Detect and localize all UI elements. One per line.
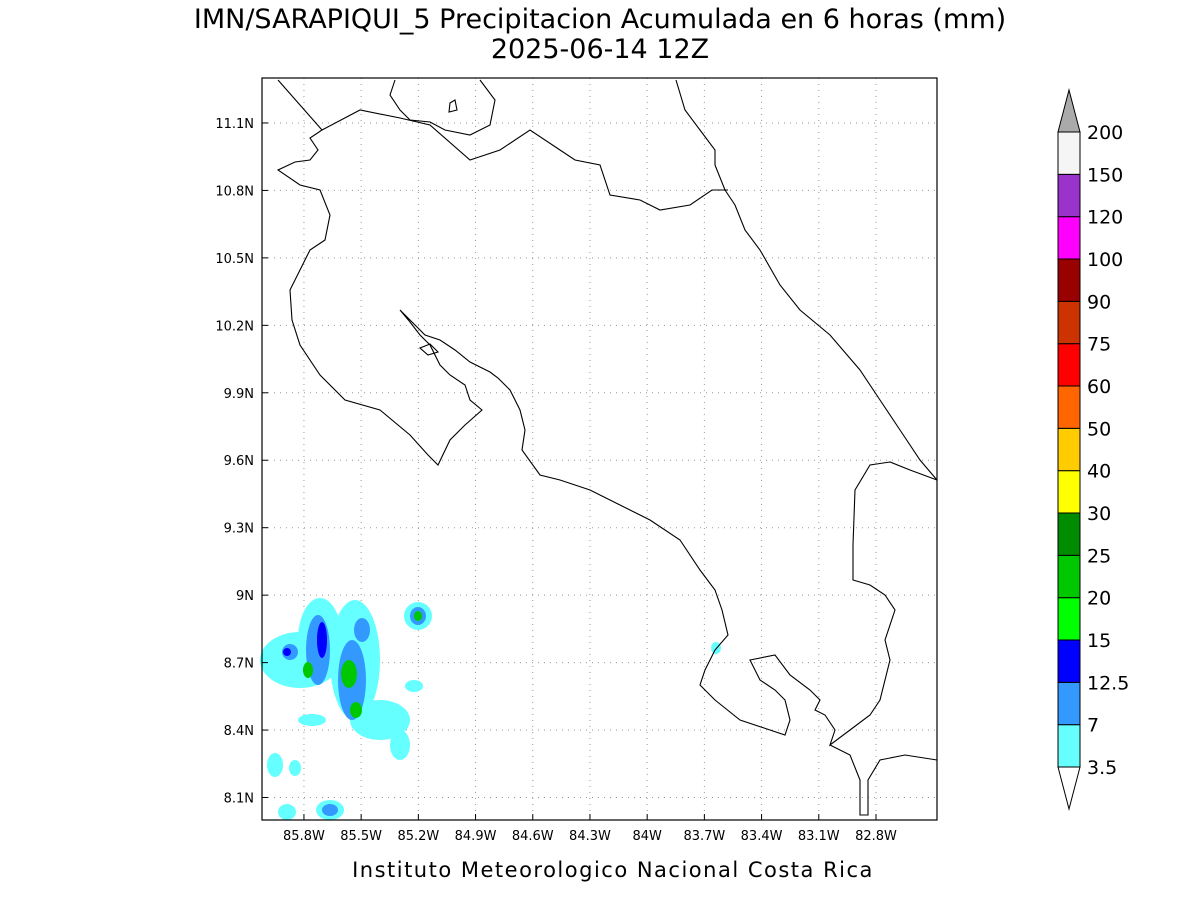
precipitation [260,598,721,820]
colorbar-segment [1057,300,1081,345]
colorbar-label: 100 [1087,249,1123,271]
y-tick-label: 10.2N [215,319,254,334]
colorbar-segment [1057,597,1081,641]
y-tick-label: 9.9N [224,387,254,402]
colorbar-segment [1057,512,1081,556]
colorbar-label: 150 [1087,164,1123,186]
x-tick-label: 84.6W [512,829,554,844]
colorbar-segment [1057,639,1081,683]
subtitle: 2025-06-14 12Z [491,34,709,65]
colorbar-label: 15 [1087,630,1111,652]
colorbar-label: 40 [1087,461,1111,483]
colorbar-segment [1057,216,1081,260]
colorbar-segment [1057,427,1081,472]
x-tick-label: 84.9W [455,829,497,844]
coastline [276,79,938,816]
x-tick-label: 82.8W [855,829,897,844]
colorbar-label: 120 [1087,207,1123,229]
y-tick-label: 9.6N [224,454,254,469]
x-tick-label: 84W [632,829,662,844]
colorbar-label: 50 [1087,418,1111,440]
colorbar-label: 12.5 [1087,672,1129,694]
x-tick-label: 84.3W [569,829,611,844]
colorbar-segment [1057,724,1081,768]
colorbar-segment [1057,470,1081,514]
y-tick-label: 10.8N [215,184,254,199]
footer: Instituto Meteorologico Nacional Costa R… [352,858,874,882]
y-tick-label: 8.7N [224,657,254,672]
colorbar-segment [1057,173,1081,218]
colorbar-label: 25 [1087,545,1111,567]
colorbar-segment [1057,131,1081,175]
colorbar-label: 3.5 [1087,757,1117,779]
colorbar: 3.5 7 12.5 15 20 25 30 40 50 60 75 90 100 120 150 200 [1057,88,1129,811]
y-tick-label: 11.1N [215,117,254,132]
colorbar-label: 60 [1087,376,1111,398]
y-tick-label: 8.4N [224,724,254,739]
x-tick-label: 85.8W [283,829,325,844]
ticks: 85.8W 85.5W 85.2W 84.9W 84.6W 84.3W 84W 83.7W 83… [215,117,897,844]
colorbar-segment [1057,681,1081,726]
colorbar-label: 75 [1087,334,1111,356]
colorbar-label: 90 [1087,291,1111,313]
colorbar-segment [1057,385,1081,429]
map-frame [261,77,938,821]
x-tick-label: 85.2W [397,829,439,844]
colorbar-label: 30 [1087,503,1111,525]
colorbar-upper [1057,88,1081,133]
colorbar-segment [1057,258,1081,302]
y-tick-label: 9N [236,589,254,604]
x-tick-label: 85.5W [340,829,382,844]
title: IMN/SARAPIQUI_5 Precipitacion Acumulada … [194,4,1006,35]
x-tick-label: 83.4W [741,829,783,844]
y-tick-label: 9.3N [224,522,254,537]
colorbar-segment [1057,554,1081,599]
colorbar-lower [1057,766,1081,811]
y-tick-label: 8.1N [224,792,254,807]
y-tick-label: 10.5N [215,252,254,267]
x-tick-label: 83.7W [683,829,725,844]
colorbar-segment [1057,343,1081,387]
colorbar-label: 200 [1087,122,1123,144]
colorbar-label: 20 [1087,588,1111,610]
colorbar-label: 7 [1087,715,1099,737]
x-tick-label: 83.1W [798,829,840,844]
